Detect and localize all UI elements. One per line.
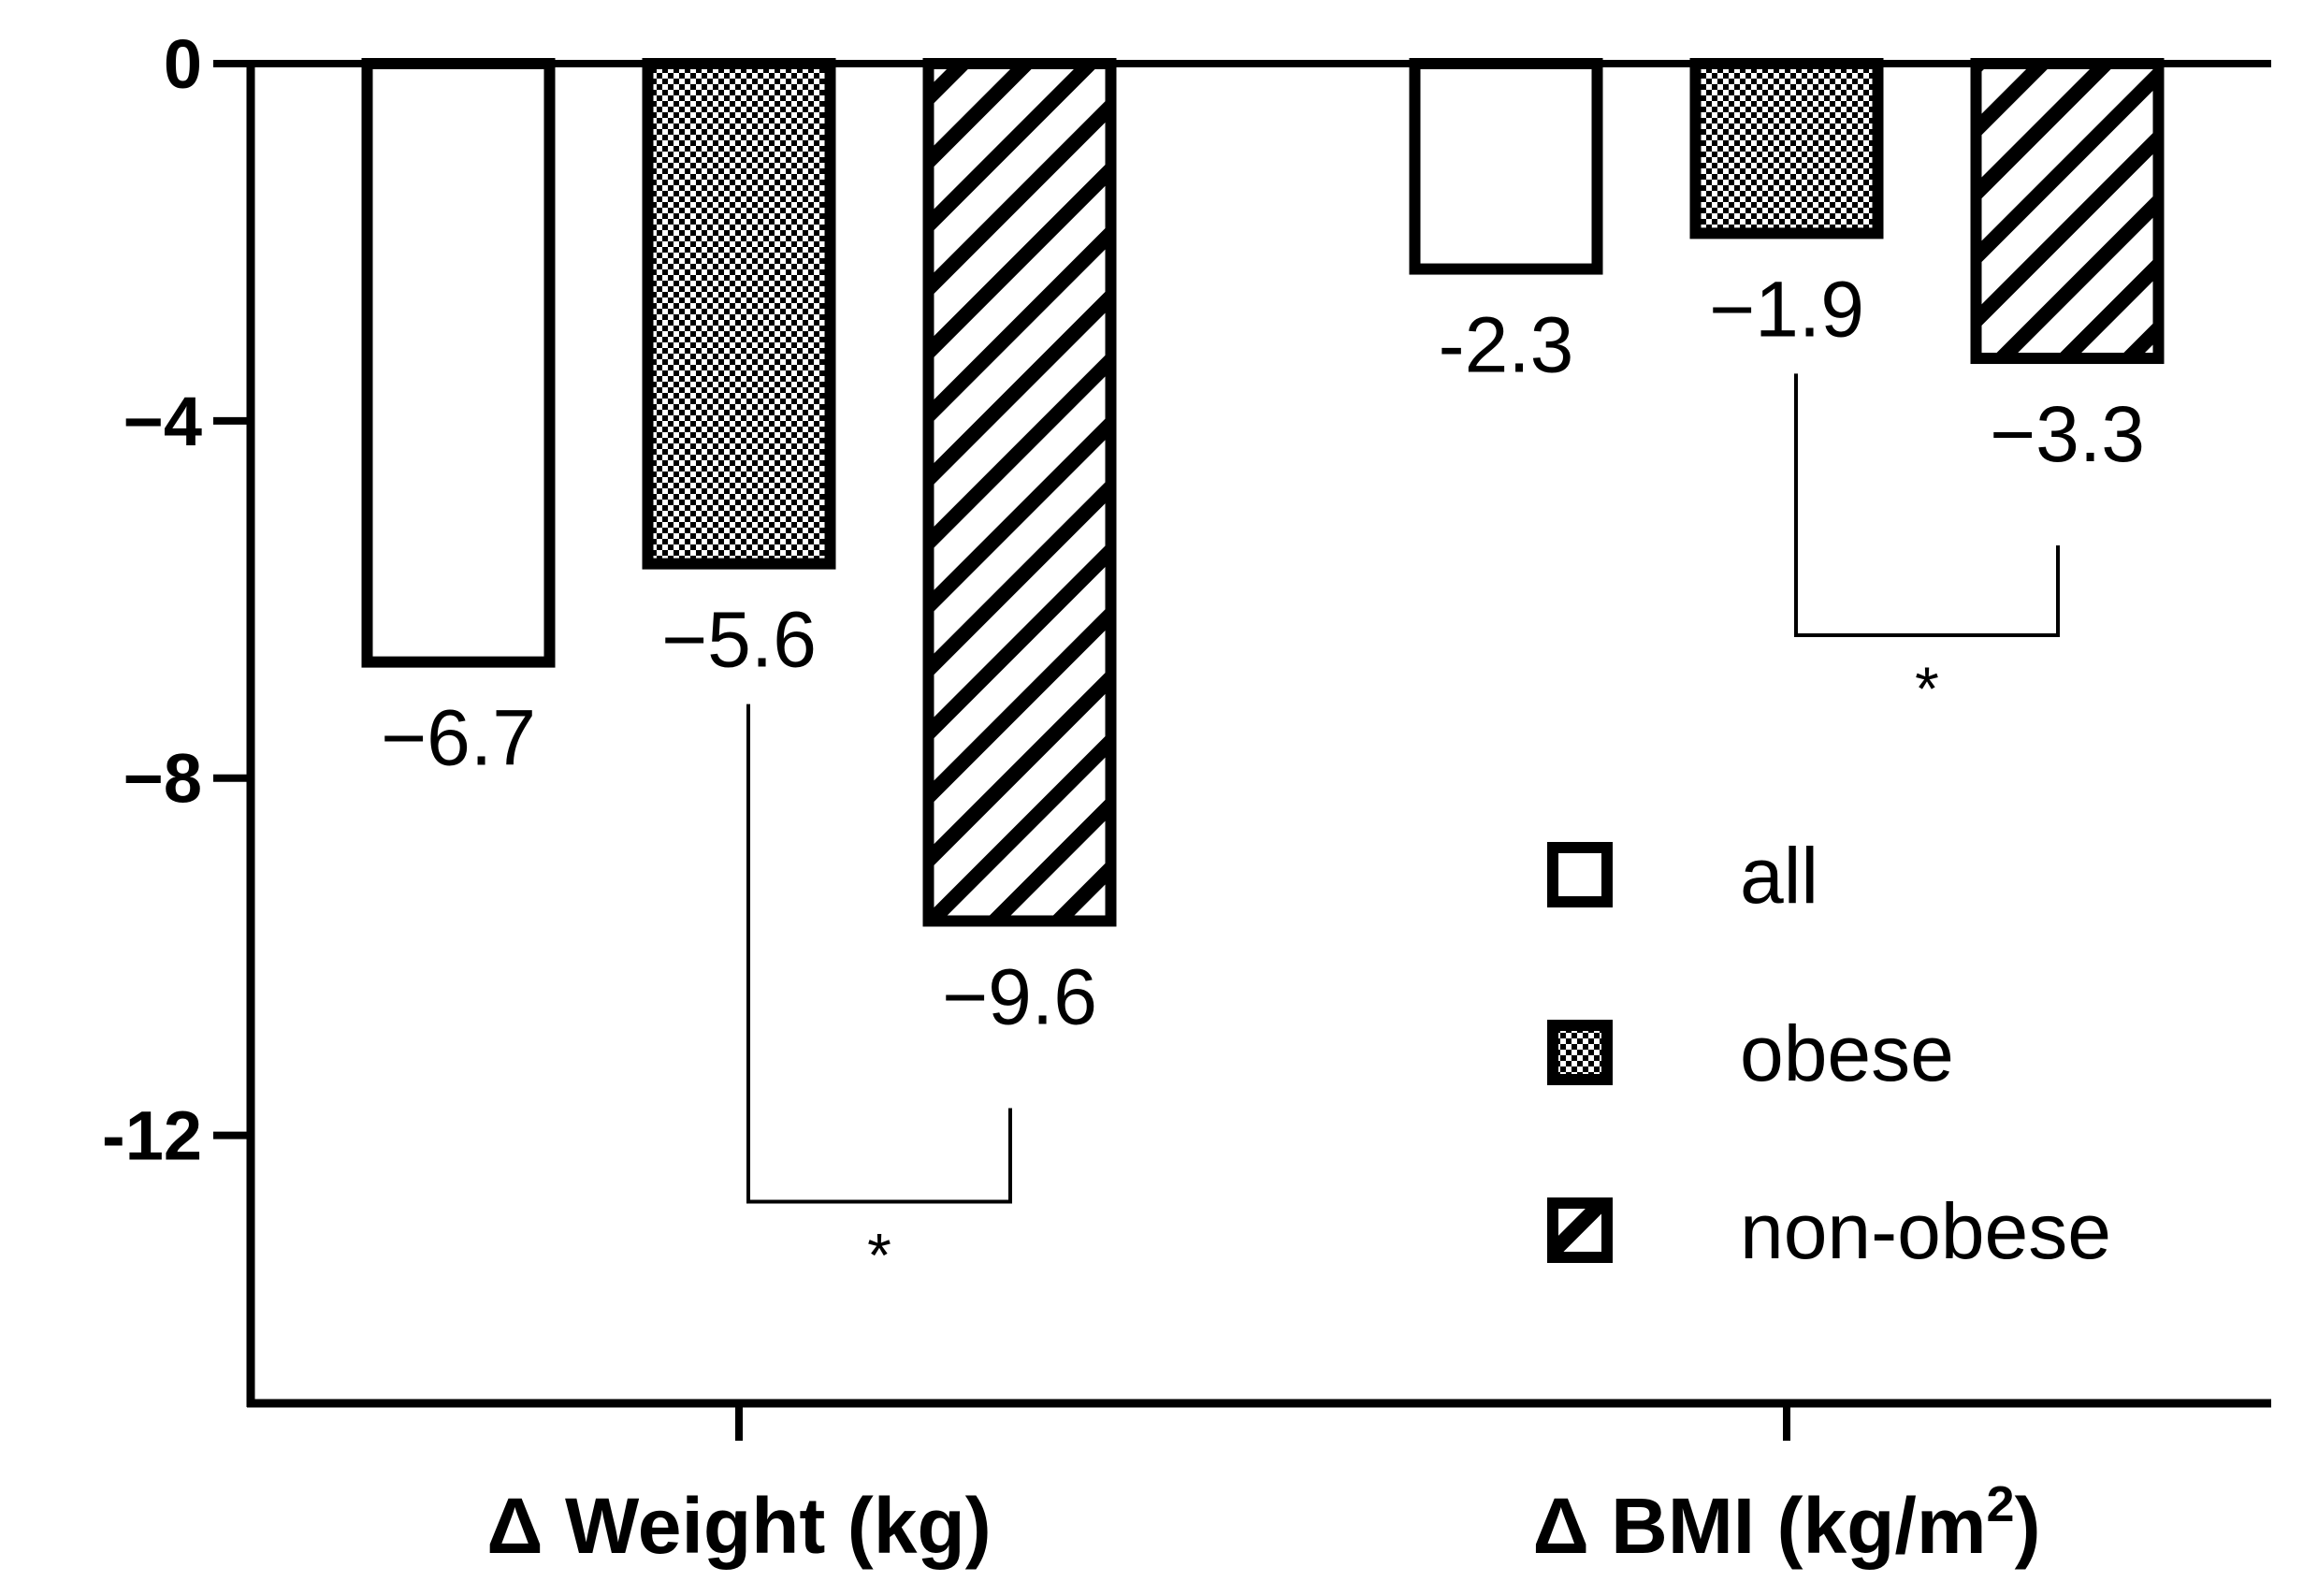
bar-obese-0 [642, 58, 836, 570]
bar-non-obese-1 [1970, 58, 2165, 365]
legend-swatch-non-obese [1547, 1197, 1613, 1263]
y-tick-label: −4 [123, 383, 202, 460]
legend-label-non-obese: non-obese [1740, 1187, 2111, 1275]
bar-obese-1 [1689, 58, 1884, 239]
value-labels: −6.7 -2.3 −5.6 −1.9 −9.6 −3.3 [381, 265, 2145, 1040]
significance-marker: * [867, 1220, 891, 1289]
data-label: −5.6 [661, 596, 817, 684]
legend: all obese non-obese [1547, 832, 2111, 1275]
bars [361, 58, 2165, 927]
data-label: −1.9 [1709, 265, 1864, 353]
legend-label-all: all [1740, 832, 1818, 920]
y-tick-label: −8 [123, 740, 202, 818]
significance-bracket [1794, 373, 2060, 638]
bar-all-1 [1409, 58, 1603, 275]
y-tick-label: -12 [102, 1097, 202, 1175]
legend-swatch-all [1547, 842, 1613, 907]
legend-label-obese: obese [1740, 1009, 1954, 1097]
legend-swatch-obese [1547, 1020, 1613, 1085]
significance-brackets: ** [746, 373, 2060, 1289]
x-category-label: Δ Weight (kg) [486, 1482, 991, 1570]
x-category-label: Δ BMI (kg/m2) [1532, 1476, 2040, 1570]
data-label: −6.7 [381, 694, 536, 782]
significance-bracket [746, 704, 1012, 1204]
bar-all-0 [361, 58, 556, 668]
significance-marker: * [1915, 654, 1939, 723]
bar-non-obese-0 [922, 58, 1117, 927]
data-label: -2.3 [1439, 301, 1574, 389]
y-tick-label: 0 [164, 25, 202, 103]
data-label: −3.3 [1990, 390, 2145, 478]
axes: 0 −4 −8 -12 Δ Weight (kg) Δ BMI (kg/m2) [102, 25, 2271, 1570]
data-label: −9.6 [942, 952, 1097, 1040]
